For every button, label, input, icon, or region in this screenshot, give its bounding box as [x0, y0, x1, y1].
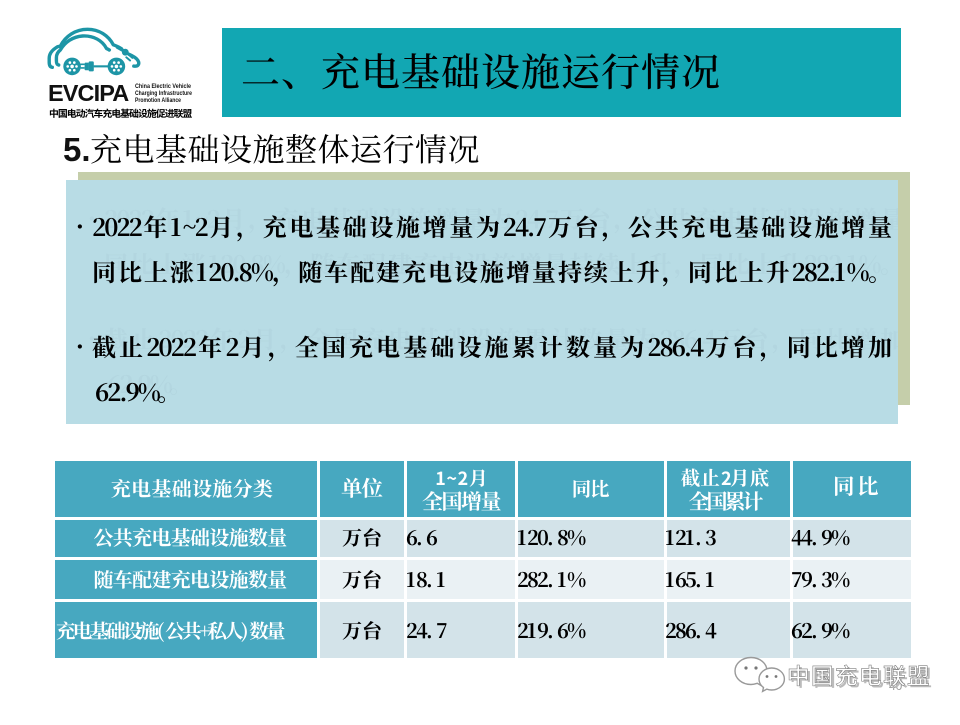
svg-text:5.: 5. [63, 131, 91, 168]
svg-text:Charging Infrastructure: Charging Infrastructure [135, 91, 193, 97]
svg-text:EVCIPA: EVCIPA [48, 80, 129, 106]
svg-text:Promotion Alliance: Promotion Alliance [135, 98, 182, 104]
svg-text:China Electric Vehicle: China Electric Vehicle [135, 84, 192, 90]
